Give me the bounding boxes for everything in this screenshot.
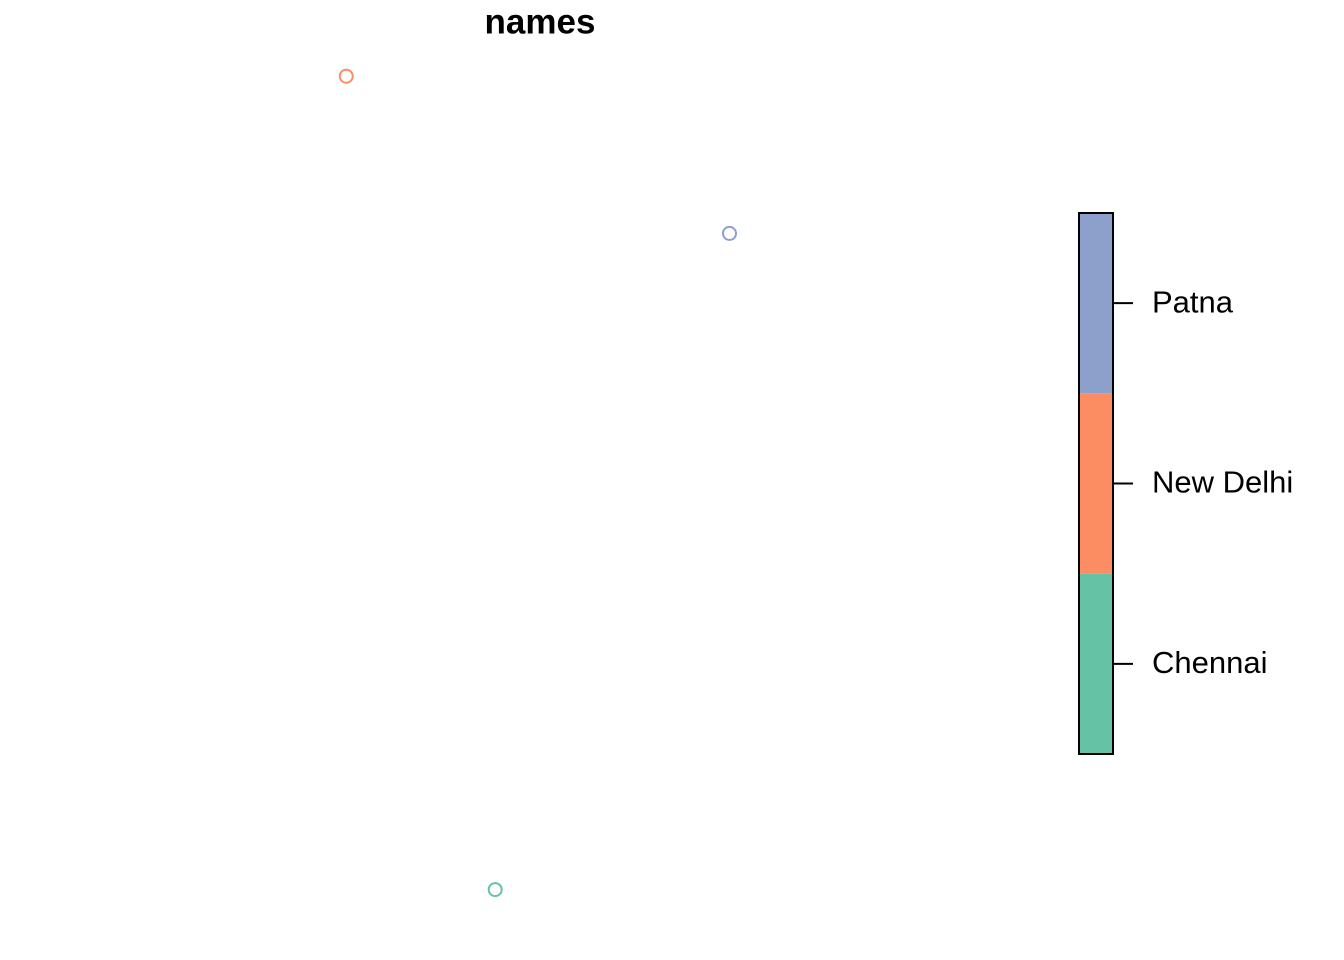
legend-swatch (1079, 213, 1113, 394)
legend-label: Patna (1152, 284, 1234, 319)
point (722, 225, 738, 241)
legend-label: Chennai (1152, 645, 1267, 680)
chart-title: names (485, 2, 596, 41)
legend-swatch (1079, 573, 1113, 754)
point (338, 68, 354, 84)
legend-swatch (1079, 393, 1113, 574)
legend-frame (1078, 212, 1114, 755)
point (487, 882, 503, 898)
legend-label: New Delhi (1152, 465, 1293, 500)
